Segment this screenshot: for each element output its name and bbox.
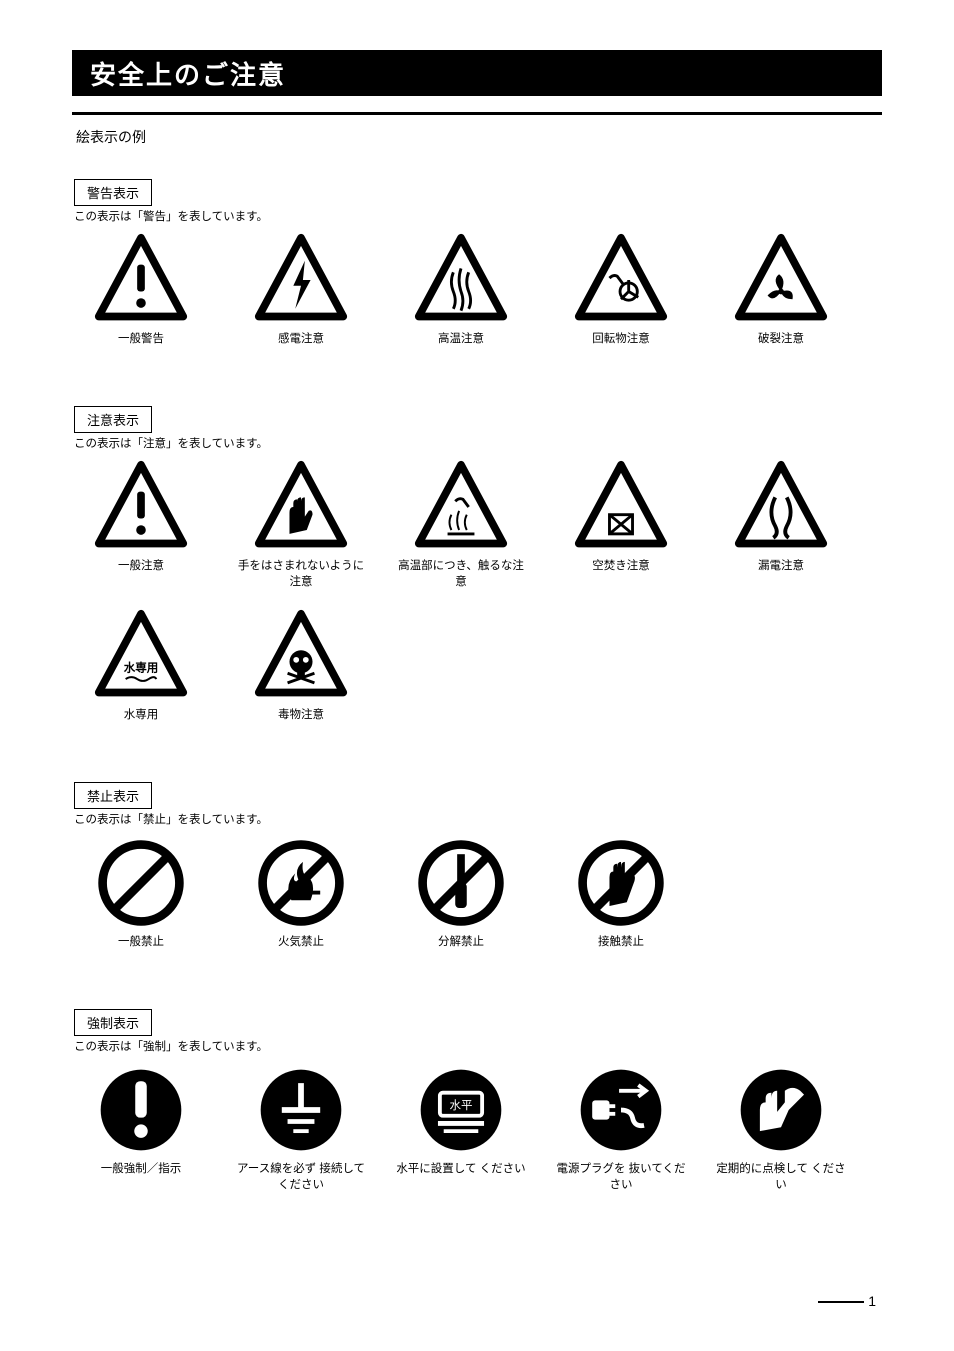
symbol-caption: 漏電注意 <box>758 559 804 589</box>
header-bar: 安全上のご注意 <box>72 50 882 96</box>
symbol-cell: 毒物注意 <box>236 608 366 738</box>
header-rule <box>72 112 882 115</box>
triangle-fan-icon <box>726 232 836 328</box>
row-mandatory: 一般強制／指示 アース線を必ず 接続してください水平に設置して ください 電源プラグ… <box>76 1062 882 1211</box>
triangle-exclamation-icon <box>86 232 196 328</box>
circle-slash-icon <box>86 835 196 931</box>
circle-ground-icon <box>246 1062 356 1158</box>
symbol-cell: 破裂注意 <box>716 232 846 362</box>
section-sub-warning: この表示は「警告」を表しています。 <box>74 208 882 224</box>
circle-exclamation-icon <box>86 1062 196 1158</box>
sections-container: 警告表示この表示は「警告」を表しています。一般警告 感電注意 高温注意 回転物注意 破裂… <box>72 153 882 1211</box>
symbol-cell: 漏電注意 <box>716 459 846 590</box>
symbol-caption: 一般警告 <box>118 332 164 362</box>
circle-no-disassemble-icon <box>406 835 516 931</box>
triangle-pinch-icon <box>566 232 676 328</box>
page-number-bar <box>818 1301 864 1303</box>
triangle-hot-surface-icon <box>406 459 516 555</box>
section-label-prohibit: 禁止表示 <box>74 782 152 809</box>
symbol-cell: 火気禁止 <box>236 835 366 965</box>
symbol-cell: 手をはさまれないように注意 <box>236 459 366 590</box>
section-label-warning: 警告表示 <box>74 179 152 206</box>
symbol-cell: アース線を必ず 接続してください <box>236 1062 366 1193</box>
symbol-cell: 分解禁止 <box>396 835 526 965</box>
symbol-cell: 接触禁止 <box>556 835 686 965</box>
circle-no-touch-icon <box>566 835 676 931</box>
symbol-caption: 毒物注意 <box>278 708 324 738</box>
circle-inspect-icon <box>726 1062 836 1158</box>
symbol-cell: 回転物注意 <box>556 232 686 362</box>
triangle-exclamation-icon <box>86 459 196 555</box>
page-number-value: 1 <box>868 1293 876 1309</box>
symbol-caption: 一般強制／指示 <box>101 1162 182 1192</box>
triangle-hand-stop-icon <box>246 459 356 555</box>
symbol-caption: 火気禁止 <box>278 935 324 965</box>
symbol-caption: 回転物注意 <box>592 332 650 362</box>
intro-text: 絵表示の例 <box>76 127 882 147</box>
row-caution: 一般注意 手をはさまれないように注意高温部につき、触るな注意 空焚き注意 漏電注意水専… <box>76 459 882 756</box>
page: 安全上のご注意 絵表示の例 警告表示この表示は「警告」を表しています。一般警告 感… <box>0 0 954 1351</box>
symbol-cell: 電源プラグを 抜いてください <box>556 1062 686 1193</box>
symbol-caption: 分解禁止 <box>438 935 484 965</box>
symbol-cell: 定期的に点検して ください <box>716 1062 846 1193</box>
symbol-caption: 定期的に点検して ください <box>716 1162 846 1193</box>
symbol-cell: 空焚き注意 <box>556 459 686 590</box>
symbol-caption: 一般注意 <box>118 559 164 589</box>
circle-level-icon <box>406 1062 516 1158</box>
section-label-mandatory: 強制表示 <box>74 1009 152 1036</box>
symbol-caption: 破裂注意 <box>758 332 804 362</box>
symbol-cell: 感電注意 <box>236 232 366 362</box>
symbol-caption: 高温部につき、触るな注意 <box>396 559 526 590</box>
symbol-cell: 一般強制／指示 <box>76 1062 206 1193</box>
symbol-caption: 手をはさまれないように注意 <box>236 559 366 590</box>
triangle-no-container-icon <box>566 459 676 555</box>
circle-no-fire-icon <box>246 835 356 931</box>
section-sub-caution: この表示は「注意」を表しています。 <box>74 435 882 451</box>
row-warning: 一般警告 感電注意 高温注意 回転物注意 破裂注意 <box>76 232 882 380</box>
symbol-caption: 接触禁止 <box>598 935 644 965</box>
section-label-caution: 注意表示 <box>74 406 152 433</box>
triangle-bolt-icon <box>246 232 356 328</box>
symbol-caption: アース線を必ず 接続してください <box>236 1162 366 1193</box>
symbol-cell: 一般注意 <box>76 459 206 590</box>
symbol-cell: 高温注意 <box>396 232 526 362</box>
section-sub-mandatory: この表示は「強制」を表しています。 <box>74 1038 882 1054</box>
circle-unplug-icon <box>566 1062 676 1158</box>
symbol-caption: 電源プラグを 抜いてください <box>556 1162 686 1193</box>
symbol-cell: 一般警告 <box>76 232 206 362</box>
row-prohibit: 一般禁止 火気禁止 分解禁止 接触禁止 <box>76 835 882 983</box>
symbol-cell: 水平に設置して ください <box>396 1062 526 1193</box>
symbol-caption: 感電注意 <box>278 332 324 362</box>
triangle-tentacle-icon <box>726 459 836 555</box>
symbol-cell: 水専用 <box>76 608 206 738</box>
triangle-water-only-icon <box>86 608 196 704</box>
symbol-caption: 水平に設置して ください <box>396 1162 525 1192</box>
section-sub-prohibit: この表示は「禁止」を表しています。 <box>74 811 882 827</box>
page-number: 1 <box>818 1293 876 1309</box>
triangle-skull-icon <box>246 608 356 704</box>
symbol-caption: 一般禁止 <box>118 935 164 965</box>
symbol-caption: 空焚き注意 <box>592 559 650 589</box>
symbol-cell: 高温部につき、触るな注意 <box>396 459 526 590</box>
symbol-caption: 高温注意 <box>438 332 484 362</box>
symbol-cell: 一般禁止 <box>76 835 206 965</box>
symbol-caption: 水専用 <box>124 708 159 738</box>
header-title: 安全上のご注意 <box>90 55 286 92</box>
triangle-heat-icon <box>406 232 516 328</box>
